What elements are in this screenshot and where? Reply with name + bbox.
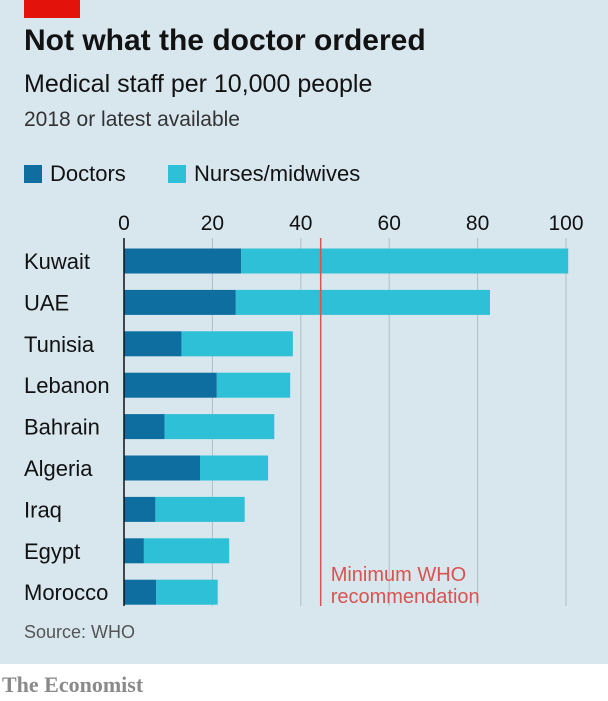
- legend-item-nurses: Nurses/midwives: [168, 160, 360, 188]
- category-label-morocco: Morocco: [24, 580, 108, 605]
- legend-label-nurses: Nurses/midwives: [194, 161, 361, 186]
- bar-nurses-lebanon: [216, 372, 291, 398]
- chart-title: Not what the doctor ordered: [24, 24, 426, 57]
- legend-item-doctors: Doctors: [24, 160, 126, 188]
- bar-doctors-tunisia: [124, 331, 182, 357]
- bar-doctors-algeria: [124, 455, 201, 481]
- bar-doctors-bahrain: [124, 414, 165, 440]
- category-label-lebanon: Lebanon: [24, 373, 110, 398]
- bar-doctors-uae: [124, 289, 236, 315]
- x-tick-label-20: 20: [201, 212, 224, 235]
- bar-doctors-iraq: [124, 496, 156, 522]
- legend-swatch-doctors: [24, 165, 42, 183]
- x-tick-label-80: 80: [466, 212, 489, 235]
- who-annotation-line2: recommendation: [331, 586, 480, 608]
- x-tick-label-100: 100: [548, 212, 583, 235]
- category-label-kuwait: Kuwait: [24, 249, 90, 274]
- category-label-iraq: Iraq: [24, 497, 62, 522]
- bar-nurses-uae: [235, 289, 490, 315]
- bar-doctors-lebanon: [124, 372, 217, 398]
- accent-bar: [24, 0, 80, 18]
- bar-nurses-tunisia: [181, 331, 293, 357]
- bar-nurses-iraq: [155, 496, 245, 522]
- bar-nurses-bahrain: [164, 414, 275, 440]
- brand-logo: The Economist: [2, 672, 144, 697]
- who-annotation-line1: Minimum WHO: [331, 564, 467, 586]
- chart-note: 2018 or latest available: [24, 108, 240, 131]
- legend-swatch-nurses: [168, 165, 186, 183]
- bar-doctors-morocco: [124, 579, 157, 605]
- bar-nurses-morocco: [156, 579, 218, 605]
- bar-doctors-kuwait: [124, 248, 242, 274]
- legend-label-doctors: Doctors: [50, 161, 126, 186]
- x-tick-label-60: 60: [378, 212, 401, 235]
- bar-nurses-kuwait: [241, 248, 569, 274]
- category-label-egypt: Egypt: [24, 539, 80, 564]
- category-label-bahrain: Bahrain: [24, 415, 100, 440]
- bar-doctors-egypt: [124, 538, 144, 564]
- x-tick-label-40: 40: [289, 212, 312, 235]
- bar-chart: 0 20 40 60 80 100 Kuwait UAE Tunisia Lebanon Bahra…: [24, 212, 584, 608]
- chart-subtitle: Medical staff per 10,000 people: [24, 70, 373, 98]
- bar-nurses-egypt: [143, 538, 230, 564]
- x-tick-label-0: 0: [118, 212, 130, 235]
- category-label-uae: UAE: [24, 290, 69, 315]
- category-label-algeria: Algeria: [24, 456, 93, 481]
- category-label-tunisia: Tunisia: [24, 332, 95, 357]
- source-note: Source: WHO: [24, 622, 136, 642]
- chart-panel: [0, 0, 608, 664]
- bar-nurses-algeria: [200, 455, 269, 481]
